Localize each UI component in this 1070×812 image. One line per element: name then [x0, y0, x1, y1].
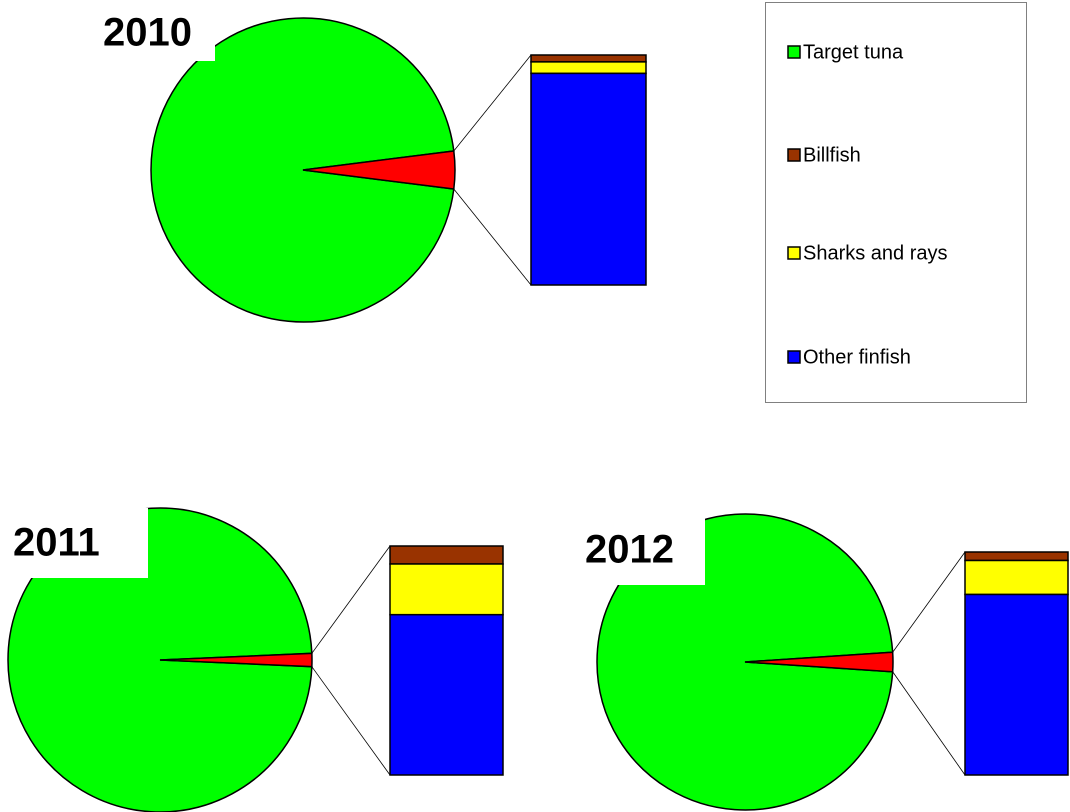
legend-label: Other finfish	[803, 346, 911, 368]
legend-label: Sharks and rays	[803, 242, 948, 264]
legend-swatch	[787, 246, 801, 260]
bar-segment	[389, 563, 504, 616]
chart-title: 2010	[103, 11, 192, 55]
legend-box	[765, 2, 1027, 403]
legend-swatch	[787, 350, 801, 364]
pie-slice	[596, 513, 894, 811]
chart-title: 2012	[585, 528, 674, 572]
bar-segment	[964, 593, 1069, 776]
connector	[453, 188, 532, 286]
legend-label: Billfish	[803, 144, 861, 166]
bar-segment	[389, 613, 504, 776]
pie-slice	[7, 507, 313, 812]
connector	[453, 54, 532, 152]
connector	[311, 666, 391, 776]
connector	[311, 545, 391, 654]
title-box	[95, 5, 215, 61]
bar-segment	[389, 545, 504, 565]
legend-label: Target tuna	[803, 41, 904, 63]
connector	[892, 551, 966, 653]
legend-swatch	[787, 148, 801, 162]
bar-segment	[964, 551, 1069, 562]
pie-slice	[150, 17, 455, 323]
bar-segment	[964, 559, 1069, 596]
connector	[892, 671, 966, 776]
bar-segment	[530, 54, 647, 63]
bar-segment	[530, 72, 647, 286]
pie-slice-split	[744, 651, 894, 673]
bar-segment	[530, 61, 647, 75]
title-box	[5, 508, 148, 578]
title-box	[577, 515, 705, 585]
pie-slice-split	[302, 150, 456, 190]
chart-title: 2011	[13, 521, 100, 565]
legend-swatch	[787, 45, 801, 59]
pie-slice-split	[159, 652, 313, 668]
